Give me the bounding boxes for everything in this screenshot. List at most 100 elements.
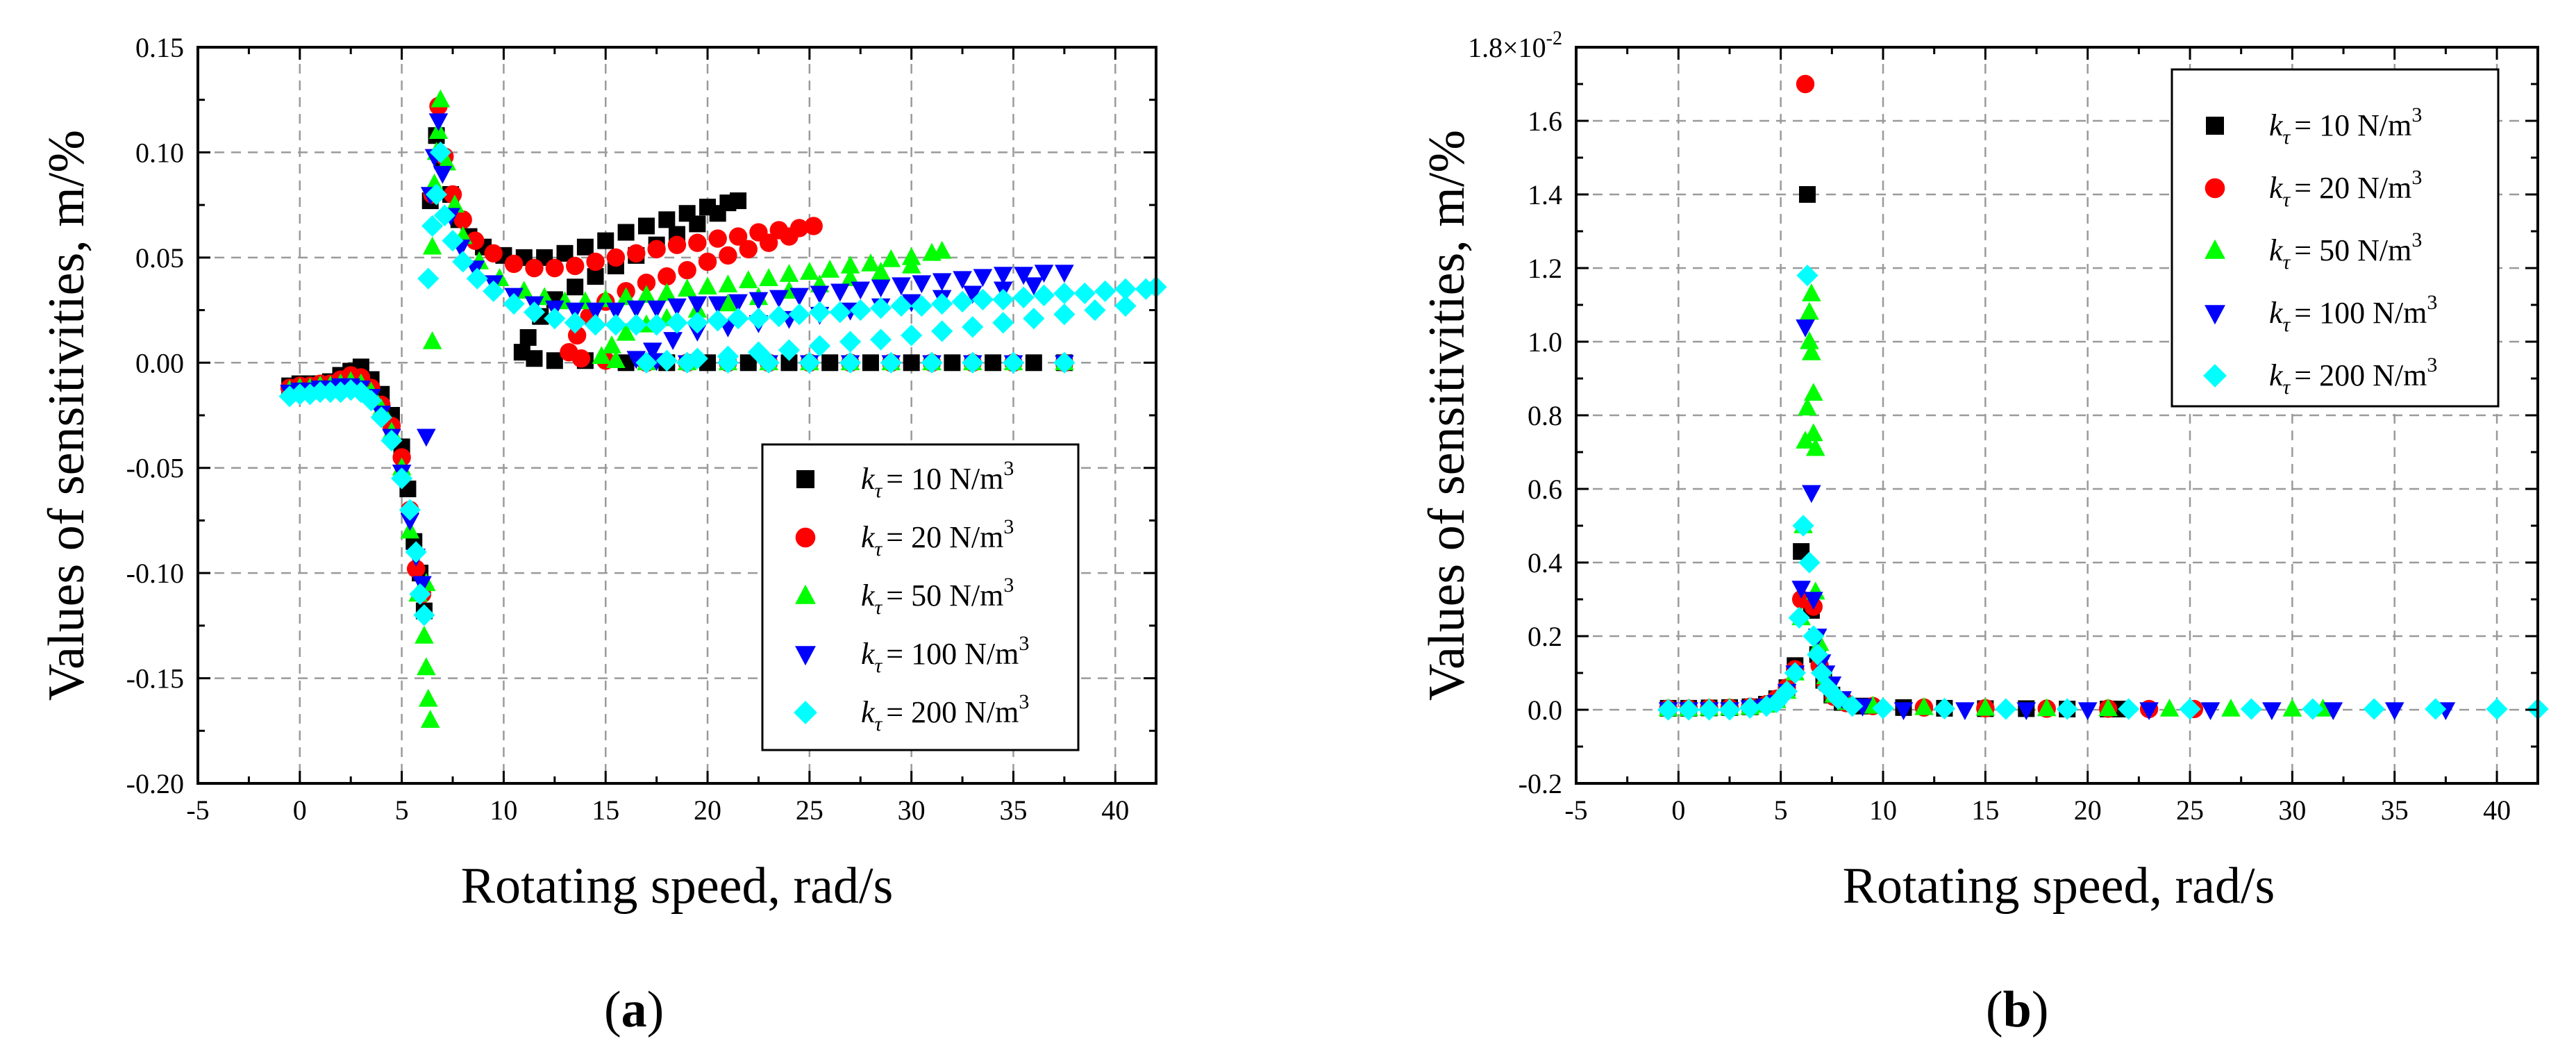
data-point — [689, 215, 706, 233]
data-point — [830, 283, 850, 302]
data-point — [466, 267, 488, 290]
data-point — [1803, 625, 1825, 647]
data-point — [452, 251, 474, 273]
data-point — [1775, 680, 1798, 703]
y-top-mantissa-b: 1.8×10 — [1468, 32, 1546, 63]
data-point — [2384, 702, 2404, 720]
data-point — [602, 335, 621, 353]
data-point — [708, 229, 727, 248]
data-point — [871, 262, 891, 280]
data-point — [646, 300, 667, 319]
legend-marker-a-3 — [795, 584, 816, 604]
data-point — [584, 314, 607, 336]
data-point — [931, 320, 953, 342]
data-point — [329, 381, 352, 403]
data-point — [1114, 278, 1137, 300]
legend-k-a-5: k — [861, 695, 876, 729]
data-point — [808, 301, 831, 324]
data-point — [1802, 485, 1821, 503]
data-point — [2179, 698, 2201, 720]
data-point — [564, 312, 586, 334]
data-point — [1800, 301, 1819, 320]
x-tick-label: 35 — [2381, 794, 2409, 826]
x-tick-label: 30 — [898, 794, 926, 826]
x-tick-label: 35 — [999, 794, 1027, 826]
data-point — [1698, 699, 1721, 721]
series-b-5 — [1657, 265, 2549, 721]
data-point — [768, 306, 790, 328]
data-point — [626, 351, 646, 369]
legend-eq-b-3: = 50 N/m — [2294, 233, 2411, 267]
y-tick-label: -0.2 — [1519, 768, 1562, 799]
data-point — [422, 236, 442, 255]
data-point — [1995, 698, 2017, 720]
data-point — [698, 252, 717, 272]
legend-k-a-2: k — [861, 520, 876, 554]
data-point — [1955, 702, 1975, 720]
data-point — [2302, 698, 2324, 720]
data-point — [422, 331, 442, 349]
data-point — [708, 296, 728, 315]
legend-entry-b-5: kτ = 200 N/m3 — [2269, 353, 2437, 399]
panel-b: -5 0 5 10 15 20 25 30 35 40 -0.2 0.0 0.2 0.4 0.6 0.8 1.… — [1419, 28, 2549, 1038]
data-point — [804, 217, 823, 235]
data-point — [1893, 702, 1914, 720]
data-point — [839, 351, 862, 374]
data-point — [1657, 699, 1680, 721]
data-point — [526, 350, 543, 367]
y-tick-label: 0.0 — [1528, 694, 1562, 726]
data-point — [400, 513, 420, 531]
data-point — [901, 255, 921, 274]
y-tick-label: -0.20 — [126, 768, 184, 799]
ticks-a — [196, 46, 1156, 785]
data-point — [759, 233, 778, 252]
data-point — [1025, 354, 1042, 372]
data-point — [415, 626, 434, 644]
legend-k-b-4: k — [2269, 296, 2284, 330]
data-point — [545, 258, 564, 278]
data-point — [2016, 702, 2036, 720]
data-point — [433, 204, 455, 226]
data-point — [433, 165, 453, 184]
legend-entry-a-2: kτ = 20 N/m3 — [861, 515, 1014, 560]
y-tick-label: 1.6 — [1528, 106, 1562, 137]
data-point — [523, 301, 546, 324]
legend-k-a-1: k — [861, 462, 876, 496]
data-point — [839, 331, 862, 353]
data-point — [412, 576, 432, 594]
data-point — [1933, 697, 1956, 720]
data-point — [962, 316, 984, 338]
data-point — [606, 248, 626, 267]
data-point — [409, 583, 431, 606]
legend-sup-b-2: 3 — [2411, 166, 2422, 189]
data-point — [718, 293, 738, 312]
data-point — [903, 354, 920, 372]
data-point — [443, 185, 462, 204]
data-point — [880, 351, 902, 374]
x-tick-labels-b: -5 0 5 10 15 20 25 30 35 40 — [1564, 794, 2511, 826]
legend-entry-a-4: kτ = 100 N/m3 — [861, 632, 1029, 677]
legend-sub-a-2: τ — [875, 538, 883, 560]
panel-label-a-letter: a — [621, 981, 647, 1038]
legend-entry-b-2: kτ = 20 N/m3 — [2269, 166, 2422, 211]
data-point — [380, 429, 403, 451]
y-tick-label: 0.10 — [135, 137, 184, 168]
data-point — [417, 267, 440, 290]
data-point — [1055, 265, 1074, 283]
data-point — [747, 308, 770, 330]
data-point — [1827, 688, 1849, 710]
data-point — [586, 252, 605, 272]
legend-marker-b-1 — [2206, 117, 2224, 135]
data-point — [921, 351, 943, 374]
x-tick-labels-a: -5 0 5 10 15 20 25 30 35 40 — [186, 794, 1129, 826]
data-point — [637, 285, 656, 303]
data-point — [565, 256, 585, 276]
data-point — [597, 232, 614, 249]
data-point — [453, 210, 472, 229]
y-tick-label: 0.00 — [135, 347, 184, 378]
data-point — [1804, 383, 1823, 401]
x-tick-label: 30 — [2278, 794, 2306, 826]
data-point — [1053, 351, 1076, 374]
data-point — [585, 302, 605, 321]
legend-k-a-3: k — [861, 579, 876, 613]
